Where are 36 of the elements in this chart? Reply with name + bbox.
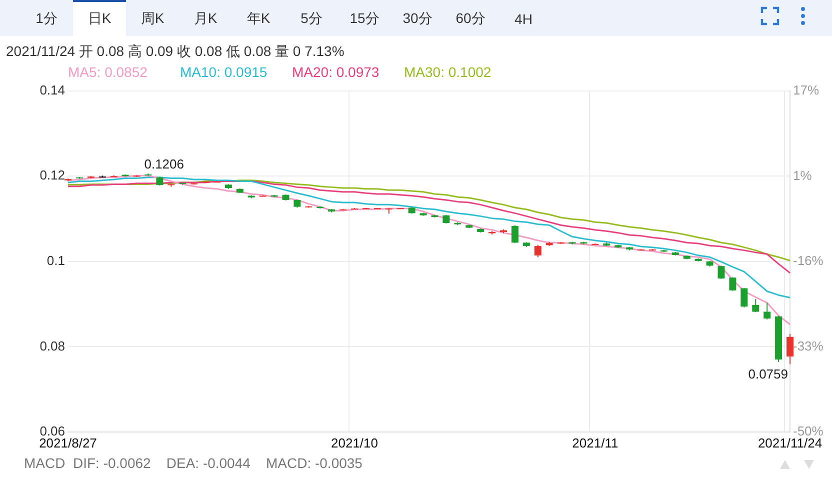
candlestick [764,302,771,320]
y2-tick-label: -33% [793,338,824,354]
text: 15分 [348,9,380,28]
text: 30分 [402,9,434,28]
text: 1分 [34,9,58,28]
candlestick [718,265,725,280]
text: MA20: 0.0973 [292,64,380,80]
y-tick-label: 0.14 [40,82,65,98]
candlestick [511,224,518,244]
candlestick [752,298,760,313]
y-tick-label: 0.12 [40,168,65,183]
y2-tick-label: 17% [793,82,820,98]
text: MA30: 0.1002 [404,64,492,80]
text: 60分 [454,9,486,28]
x-tick-label: 2021/11 [572,435,618,450]
text: 4H [514,10,534,29]
candlestick [534,244,542,258]
text: 年K [246,9,272,28]
text: MACD DIF: -0.0062 DEA: -0.0044 MACD: -0.0035 [24,455,362,471]
text: 月K [192,9,218,28]
text: MA5: 0.0852 [68,64,148,80]
annotation: 0.0759 [748,366,788,382]
annotation: 0.1206 [144,156,184,172]
y2-tick-label: 1% [793,168,812,183]
text: 5分 [300,9,324,28]
candlestick [786,333,794,365]
text: 周K [140,9,166,28]
y2-tick-label: -16% [793,252,824,268]
y-tick-label: 0.1 [46,252,65,268]
candlestick [740,287,748,308]
x-tick-label: 2021/10 [331,435,378,450]
chart-title: 2021/11/24 开 0.08 高 0.09 收 0.08 低 0.08 量 0 7.13% [6,43,344,61]
text: MA10: 0.0915 [180,64,268,80]
candlestick [729,276,736,292]
text: 日K [73,0,126,36]
y-tick-label: 0.08 [40,338,65,354]
